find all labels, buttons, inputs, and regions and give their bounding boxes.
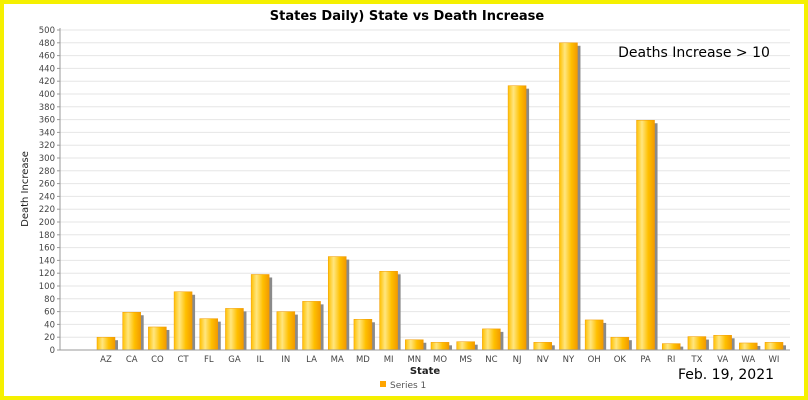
y-tick-label: 400 [39,90,55,100]
y-tick-label: 460 [39,52,55,62]
y-tick-label: 340 [39,128,55,138]
y-tick-label: 280 [39,167,55,177]
y-tick-label: 420 [39,77,55,87]
x-tick-label: CO [151,355,164,365]
bar-ms [456,341,475,351]
legend: Series 1 [380,381,426,391]
chart-title: States Daily) State vs Death Increase [270,9,545,24]
x-tick-label: CA [126,355,138,365]
bar-ok [610,336,630,351]
y-tick-label: 300 [39,154,55,164]
x-tick-label: MO [433,355,447,365]
x-axis-label: State [410,366,441,377]
y-tick-label: 500 [39,26,55,36]
bar-mo [430,342,450,351]
x-tick-label: WI [769,355,780,365]
x-tick-label: MS [459,355,472,365]
x-tick-label: PA [640,355,651,365]
x-tick-label: GA [228,355,241,365]
bar-il [250,274,270,351]
x-tick-label: MN [407,355,421,365]
bar-la [302,301,321,351]
y-tick-label: 180 [39,231,55,241]
x-tick-label: RI [667,355,675,365]
bar-ny [559,42,578,351]
bar-nc [482,328,501,351]
bar-va [713,335,732,351]
x-tick-label: TX [690,355,702,365]
x-tick-label: IN [281,355,290,365]
bar-nv [533,342,553,351]
y-tick-label: 380 [39,103,55,113]
legend-swatch [380,381,386,387]
x-tick-label: OK [614,355,627,365]
x-tick-label: IL [257,355,265,365]
x-tick-label: VA [717,355,728,365]
bar-ma [327,256,347,351]
bar-mn [405,339,424,351]
y-tick-label: 240 [39,192,55,202]
y-tick-label: 60 [44,308,55,318]
threshold-annotation: Deaths Increase > 10 [618,45,770,61]
y-tick-label: 140 [39,256,55,266]
bar-md [353,319,373,351]
x-tick-label: NC [485,355,497,365]
bar-ga [225,308,244,351]
x-tick-label: WA [741,355,755,365]
x-tick-label: MA [331,355,344,365]
y-tick-label: 320 [39,141,55,151]
y-tick-label: 120 [39,269,55,279]
x-tick-label: NY [563,355,575,365]
bar-wa [739,342,758,351]
y-tick-label: 80 [44,295,55,305]
y-tick-label: 200 [39,218,55,228]
bar-ri [661,343,681,351]
x-tick-label: MD [356,355,370,365]
y-tick-label: 260 [39,180,55,190]
bar-co [148,326,167,351]
y-tick-label: 40 [44,320,55,330]
bar-in [276,311,296,351]
x-tick-label: NJ [513,355,522,365]
x-tick-label: AZ [100,355,112,365]
y-tick-label: 0 [50,346,55,356]
bar-wi [764,342,784,351]
y-tick-labels: 0 20 40 60 80 100 120 140 160 180 200 220 240 260 280 3… [39,26,60,356]
x-tick-label: MI [384,355,394,365]
grid-lines [60,29,790,338]
bar-ca [122,311,141,351]
x-tick-label: LA [306,355,317,365]
x-tick-label: NV [537,355,549,365]
x-tick-label: OH [588,355,601,365]
bars [96,42,786,351]
bar-tx [687,336,707,351]
y-tick-label: 100 [39,282,55,292]
y-axis-label: Death Increase [20,151,31,227]
x-tick-label: CT [178,355,190,365]
bar-az [96,336,116,351]
y-tick-label: 480 [39,39,55,49]
y-tick-label: 440 [39,64,55,74]
x-tick-label: FL [204,355,214,365]
bar-pa [636,119,655,351]
x-tick-labels: AZ CA CO CT FL GA IL IN LA MA MD MI MN MO MS NC NJ NV NY OH… [100,355,779,365]
bar-ct [173,291,193,351]
y-tick-label: 160 [39,244,55,254]
date-label: Feb. 19, 2021 [678,367,774,383]
y-tick-label: 360 [39,116,55,126]
y-tick-label: 20 [44,333,55,343]
legend-label: Series 1 [390,381,426,391]
bar-mi [379,271,398,351]
bar-fl [199,318,219,351]
bar-nj [507,85,527,351]
y-tick-label: 220 [39,205,55,215]
bar-oh [584,319,604,351]
